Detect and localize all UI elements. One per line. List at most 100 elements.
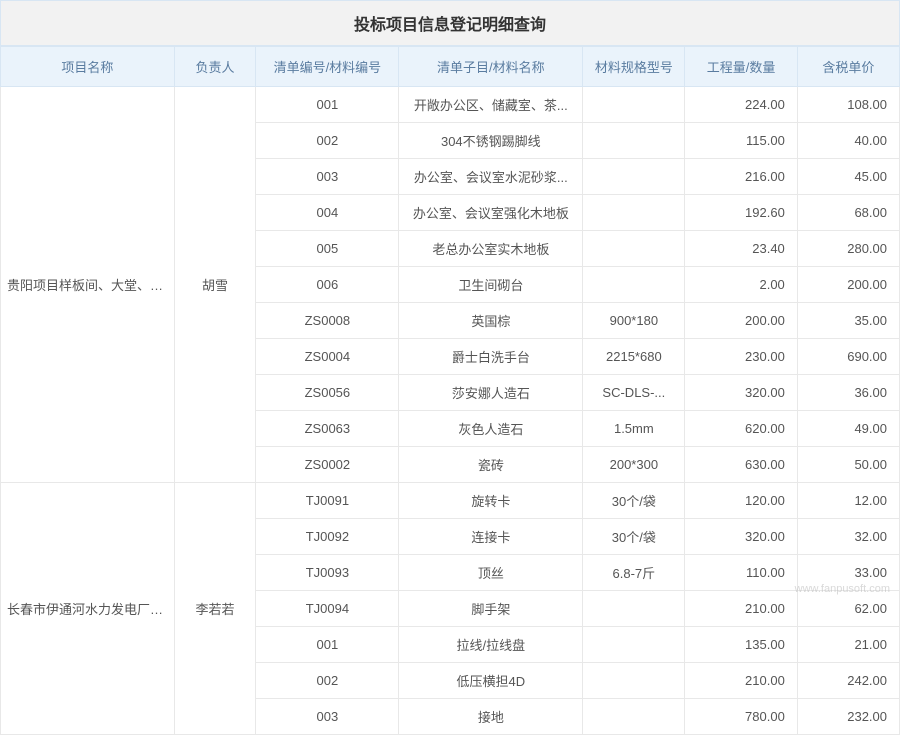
cell-spec (583, 87, 685, 123)
cell-spec: 2215*680 (583, 339, 685, 375)
cell-spec (583, 123, 685, 159)
cell-price: 108.00 (797, 87, 899, 123)
cell-item-name: 低压横担4D (399, 663, 583, 699)
cell-qty: 630.00 (685, 447, 797, 483)
cell-price: 12.00 (797, 483, 899, 519)
table-body: 贵阳项目样板间、大堂、电梯...胡雪001开敞办公区、储藏室、茶...224.0… (1, 87, 900, 735)
cell-price: 36.00 (797, 375, 899, 411)
cell-price: 49.00 (797, 411, 899, 447)
cell-code: ZS0056 (256, 375, 399, 411)
cell-item-name: 旋转卡 (399, 483, 583, 519)
cell-code: 003 (256, 159, 399, 195)
col-header-code: 清单编号/材料编号 (256, 47, 399, 87)
cell-item-name: 脚手架 (399, 591, 583, 627)
cell-item-name: 英国棕 (399, 303, 583, 339)
cell-qty: 2.00 (685, 267, 797, 303)
cell-spec (583, 627, 685, 663)
cell-code: 002 (256, 123, 399, 159)
cell-price: 21.00 (797, 627, 899, 663)
cell-code: TJ0092 (256, 519, 399, 555)
cell-price: 690.00 (797, 339, 899, 375)
cell-code: 005 (256, 231, 399, 267)
cell-qty: 120.00 (685, 483, 797, 519)
cell-qty: 320.00 (685, 375, 797, 411)
cell-price: 232.00 (797, 699, 899, 735)
cell-item-name: 办公室、会议室水泥砂浆... (399, 159, 583, 195)
cell-person: 李若若 (174, 483, 256, 735)
cell-code: TJ0091 (256, 483, 399, 519)
cell-item-name: 连接卡 (399, 519, 583, 555)
cell-price: 35.00 (797, 303, 899, 339)
cell-item-name: 顶丝 (399, 555, 583, 591)
data-table: 项目名称 负责人 清单编号/材料编号 清单子目/材料名称 材料规格型号 工程量/… (0, 46, 900, 735)
cell-item-name: 接地 (399, 699, 583, 735)
cell-item-name: 莎安娜人造石 (399, 375, 583, 411)
table-header-row: 项目名称 负责人 清单编号/材料编号 清单子目/材料名称 材料规格型号 工程量/… (1, 47, 900, 87)
cell-code: TJ0093 (256, 555, 399, 591)
cell-code: 004 (256, 195, 399, 231)
page-title: 投标项目信息登记明细查询 (0, 0, 900, 46)
cell-price: 62.00 (797, 591, 899, 627)
cell-item-name: 灰色人造石 (399, 411, 583, 447)
col-header-qty: 工程量/数量 (685, 47, 797, 87)
cell-item-name: 304不锈钢踢脚线 (399, 123, 583, 159)
cell-qty: 210.00 (685, 663, 797, 699)
cell-spec: 900*180 (583, 303, 685, 339)
cell-qty: 110.00 (685, 555, 797, 591)
cell-price: 280.00 (797, 231, 899, 267)
cell-code: 003 (256, 699, 399, 735)
cell-price: 50.00 (797, 447, 899, 483)
watermark: www.fanpusoft.com (795, 583, 890, 595)
cell-spec: SC-DLS-... (583, 375, 685, 411)
cell-code: ZS0004 (256, 339, 399, 375)
cell-qty: 216.00 (685, 159, 797, 195)
cell-qty: 200.00 (685, 303, 797, 339)
cell-spec (583, 591, 685, 627)
cell-spec: 30个/袋 (583, 519, 685, 555)
cell-qty: 620.00 (685, 411, 797, 447)
cell-item-name: 老总办公室实木地板 (399, 231, 583, 267)
cell-item-name: 瓷砖 (399, 447, 583, 483)
cell-price: 32.00 (797, 519, 899, 555)
cell-qty: 23.40 (685, 231, 797, 267)
cell-qty: 780.00 (685, 699, 797, 735)
cell-code: ZS0002 (256, 447, 399, 483)
cell-price: 68.00 (797, 195, 899, 231)
cell-project: 贵阳项目样板间、大堂、电梯... (1, 87, 175, 483)
cell-code: ZS0063 (256, 411, 399, 447)
cell-spec (583, 195, 685, 231)
col-header-item-name: 清单子目/材料名称 (399, 47, 583, 87)
cell-code: 002 (256, 663, 399, 699)
cell-price: 200.00 (797, 267, 899, 303)
cell-item-name: 开敞办公区、储藏室、茶... (399, 87, 583, 123)
cell-project: 长春市伊通河水力发电厂改建... (1, 483, 175, 735)
cell-item-name: 办公室、会议室强化木地板 (399, 195, 583, 231)
cell-code: 001 (256, 627, 399, 663)
cell-qty: 320.00 (685, 519, 797, 555)
cell-spec: 30个/袋 (583, 483, 685, 519)
col-header-price: 含税单价 (797, 47, 899, 87)
cell-qty: 192.60 (685, 195, 797, 231)
col-header-project: 项目名称 (1, 47, 175, 87)
table-row: 长春市伊通河水力发电厂改建...李若若TJ0091旋转卡30个/袋120.001… (1, 483, 900, 519)
cell-code: 006 (256, 267, 399, 303)
cell-item-name: 卫生间砌台 (399, 267, 583, 303)
cell-code: ZS0008 (256, 303, 399, 339)
cell-spec: 1.5mm (583, 411, 685, 447)
col-header-person: 负责人 (174, 47, 256, 87)
cell-spec: 200*300 (583, 447, 685, 483)
table-row: 贵阳项目样板间、大堂、电梯...胡雪001开敞办公区、储藏室、茶...224.0… (1, 87, 900, 123)
cell-person: 胡雪 (174, 87, 256, 483)
cell-price: 40.00 (797, 123, 899, 159)
cell-qty: 224.00 (685, 87, 797, 123)
cell-spec (583, 699, 685, 735)
cell-price: 242.00 (797, 663, 899, 699)
cell-qty: 115.00 (685, 123, 797, 159)
cell-item-name: 爵士白洗手台 (399, 339, 583, 375)
cell-spec (583, 663, 685, 699)
cell-code: 001 (256, 87, 399, 123)
cell-spec (583, 159, 685, 195)
cell-code: TJ0094 (256, 591, 399, 627)
cell-qty: 135.00 (685, 627, 797, 663)
cell-spec (583, 231, 685, 267)
